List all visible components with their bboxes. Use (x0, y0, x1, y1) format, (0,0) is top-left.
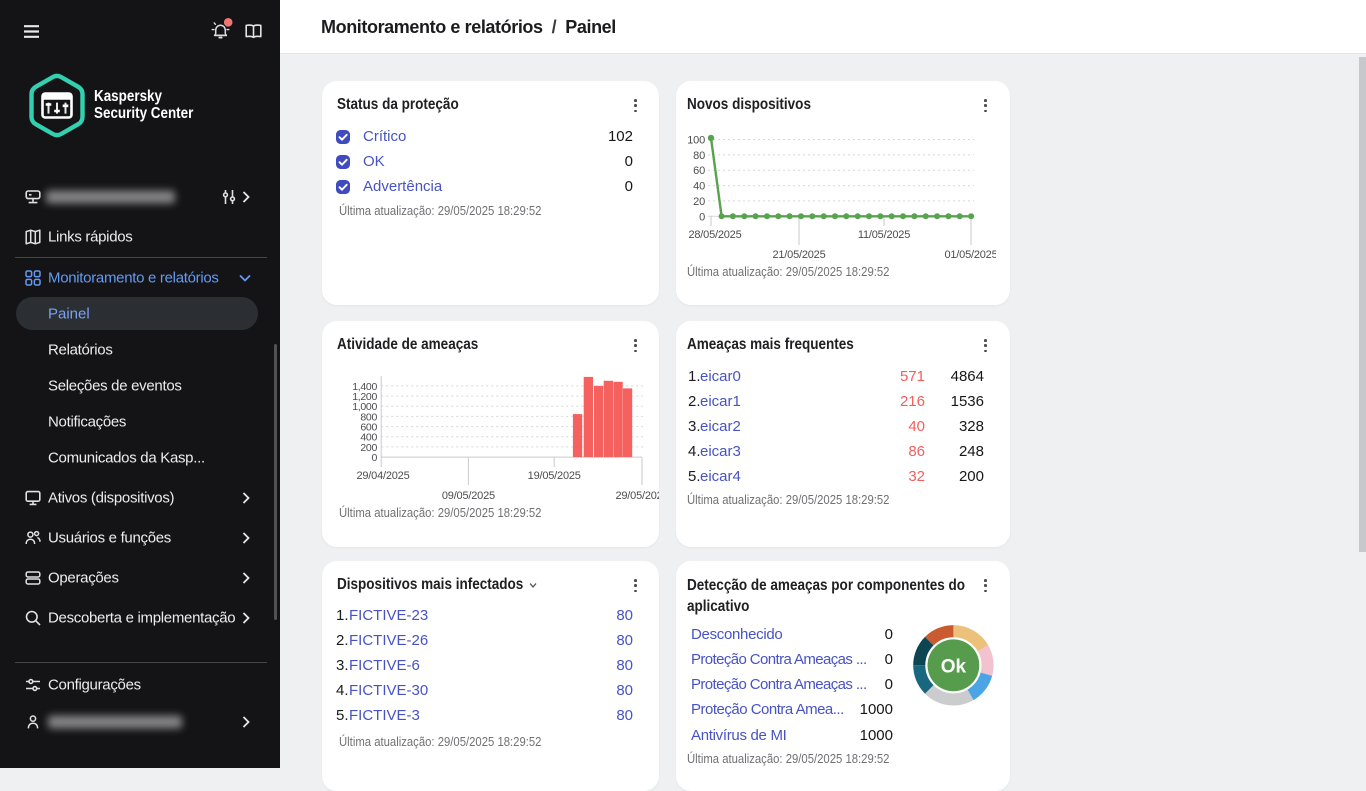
svg-text:28/05/2025: 28/05/2025 (688, 229, 741, 241)
svg-text:400: 400 (360, 432, 377, 444)
svg-text:100: 100 (687, 135, 705, 147)
svg-text:800: 800 (360, 411, 377, 423)
svg-text:60: 60 (693, 165, 705, 177)
svg-text:21/05/2025: 21/05/2025 (772, 249, 825, 261)
svg-text:29/05/2025: 29/05/2025 (615, 490, 659, 502)
svg-text:1,200: 1,200 (352, 391, 377, 403)
svg-text:29/04/2025: 29/04/2025 (356, 470, 409, 482)
svg-text:600: 600 (360, 422, 377, 434)
svg-text:1,000: 1,000 (352, 401, 377, 413)
svg-text:0: 0 (371, 452, 377, 464)
svg-text:11/05/2025: 11/05/2025 (858, 229, 910, 241)
svg-text:09/05/2025: 09/05/2025 (442, 490, 495, 502)
svg-text:Ok: Ok (941, 656, 967, 677)
svg-text:0: 0 (699, 211, 705, 223)
svg-text:1,400: 1,400 (352, 381, 377, 393)
svg-text:80: 80 (693, 150, 705, 162)
svg-text:19/05/2025: 19/05/2025 (528, 470, 581, 482)
svg-text:200: 200 (360, 442, 377, 454)
svg-text:01/05/2025: 01/05/2025 (944, 249, 996, 261)
svg-text:40: 40 (693, 181, 705, 193)
svg-text:20: 20 (693, 196, 705, 208)
